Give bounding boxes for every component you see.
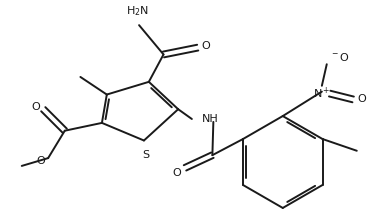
Text: O: O xyxy=(36,156,45,166)
Text: N$^+$: N$^+$ xyxy=(313,86,331,101)
Text: NH: NH xyxy=(201,114,219,124)
Text: S: S xyxy=(142,150,150,160)
Text: H$_2$N: H$_2$N xyxy=(126,4,149,18)
Text: O: O xyxy=(358,95,366,104)
Text: O: O xyxy=(201,41,210,51)
Text: O: O xyxy=(173,168,181,178)
Text: $^-$O: $^-$O xyxy=(330,51,350,63)
Text: O: O xyxy=(31,102,40,112)
